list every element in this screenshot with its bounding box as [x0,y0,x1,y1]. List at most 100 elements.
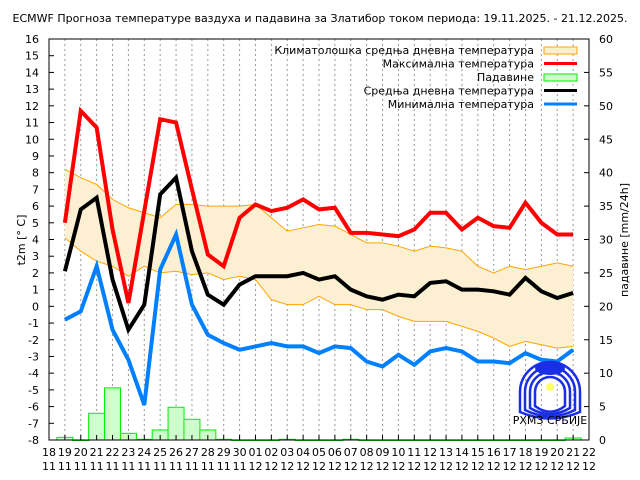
y-tick-label: 15 [25,50,39,63]
x-tick-label-month: 12 [312,460,326,473]
sun-icon [546,383,554,391]
logo-ring [523,365,577,418]
x-tick-label-day: 13 [439,446,453,459]
y-tick-label: -1 [28,317,39,330]
legend-swatch-climate [543,46,578,55]
x-tick-label-month: 11 [201,460,215,473]
x-tick-label-day: 10 [391,446,405,459]
legend-label: Падавине [477,71,534,84]
x-tick-label-day: 23 [121,446,135,459]
x-tick-label-day: 17 [503,446,517,459]
legend-label: Климатолошка средња дневна температура [274,44,534,57]
x-tick-label-month: 12 [280,460,294,473]
y-tick-label: -4 [28,367,39,380]
x-tick-label-day: 18 [42,446,56,459]
x-tick-label-month: 12 [360,460,374,473]
y-tick-label: 13 [25,83,39,96]
x-tick-label-month: 12 [471,460,485,473]
x-tick-label-day: 19 [58,446,72,459]
climate-band-upper [64,168,574,274]
x-tick-label-month: 12 [534,460,548,473]
x-tick-label-month: 12 [407,460,421,473]
logo-cloud [535,361,565,375]
legend-label: Средња дневна температура [364,85,534,98]
x-tick-label-day: 11 [407,446,421,459]
y-tick-label: 9 [32,150,39,163]
y-tick-label: 12 [25,100,39,113]
y-tick-label: 11 [25,117,39,130]
x-tick-label-month: 11 [74,460,88,473]
x-tick-label-month: 12 [344,460,358,473]
y2-tick-label: 30 [599,234,613,247]
x-tick-label-day: 04 [296,446,310,459]
x-tick-label-day: 14 [455,446,469,459]
series-line-min [63,228,575,406]
x-tick-label-day: 22 [106,446,120,459]
x-tick-label-day: 15 [471,446,485,459]
x-tick-label-day: 02 [264,446,278,459]
legend-swatch-precipitation [543,73,578,82]
x-tick-label-month: 11 [121,460,135,473]
x-tick-label-day: 06 [328,446,342,459]
x-tick-label-day: 24 [137,446,151,459]
y2-tick-label: 35 [599,200,613,213]
x-tick-label-month: 12 [376,460,390,473]
x-tick-label-month: 12 [328,460,342,473]
x-tick-label-day: 29 [217,446,231,459]
x-tick-label-month: 12 [455,460,469,473]
climate-band [64,169,574,349]
x-tick-label-month: 12 [503,460,517,473]
x-tick-label-month: 12 [391,460,405,473]
x-tick-label-month: 11 [42,460,56,473]
y-tick-label: 2 [32,267,39,280]
x-tick-label-day: 20 [550,446,564,459]
x-tick-label-month: 11 [217,460,231,473]
x-tick-label-month: 11 [233,460,247,473]
y2-tick-label: 55 [599,66,613,79]
y-tick-label: 8 [32,167,39,180]
x-tick-label-day: 08 [360,446,374,459]
y-tick-label: 4 [32,234,39,247]
x-tick-label-month: 12 [248,460,262,473]
x-tick-label-day: 25 [153,446,167,459]
x-tick-label-day: 20 [74,446,88,459]
x-tick-label-month: 11 [90,460,104,473]
x-tick-label-day: 16 [487,446,501,459]
x-tick-label-month: 11 [169,460,183,473]
y-tick-label: 6 [32,200,39,213]
y-tick-label: 3 [32,250,39,263]
y-tick-label: 7 [32,183,39,196]
y2-axis-label: падавине [mm/24h] [618,183,631,297]
y2-tick-label: 60 [599,33,613,46]
x-tick-label-month: 11 [58,460,72,473]
series-line-mean [62,173,574,335]
legend-label: Максимална температура [383,58,534,71]
x-tick-label-day: 03 [280,446,294,459]
x-tick-label-month: 12 [518,460,532,473]
y-tick-label: -3 [28,350,39,363]
y-tick-label: -2 [28,334,39,347]
y2-tick-label: 45 [599,133,613,146]
y-tick-label: -5 [28,384,39,397]
y2-tick-label: 0 [599,434,606,447]
x-tick-label-day: 05 [312,446,326,459]
precipitation-bar [104,387,122,441]
x-tick-label-month: 12 [264,460,278,473]
x-tick-label-day: 22 [582,446,596,459]
x-tick-label-month: 12 [566,460,580,473]
y-tick-label: 16 [25,33,39,46]
legend-label: Минимална температура [388,98,534,111]
x-tick-label-day: 09 [376,446,390,459]
x-tick-label-month: 11 [137,460,151,473]
logo-text: РХМЗ СРБИЈЕ [513,414,588,427]
y2-tick-label: 25 [599,267,613,280]
x-tick-label-month: 11 [153,460,167,473]
y-tick-label: -6 [28,401,39,414]
rhmz-logo: РХМЗ СРБИЈЕ [513,360,588,427]
y-axis-label: t2m [° C] [15,215,28,266]
y-tick-label: 5 [32,217,39,230]
y2-tick-label: 15 [599,334,613,347]
x-tick-label-month: 12 [296,460,310,473]
y2-tick-label: 50 [599,100,613,113]
x-tick-label-day: 26 [169,446,183,459]
